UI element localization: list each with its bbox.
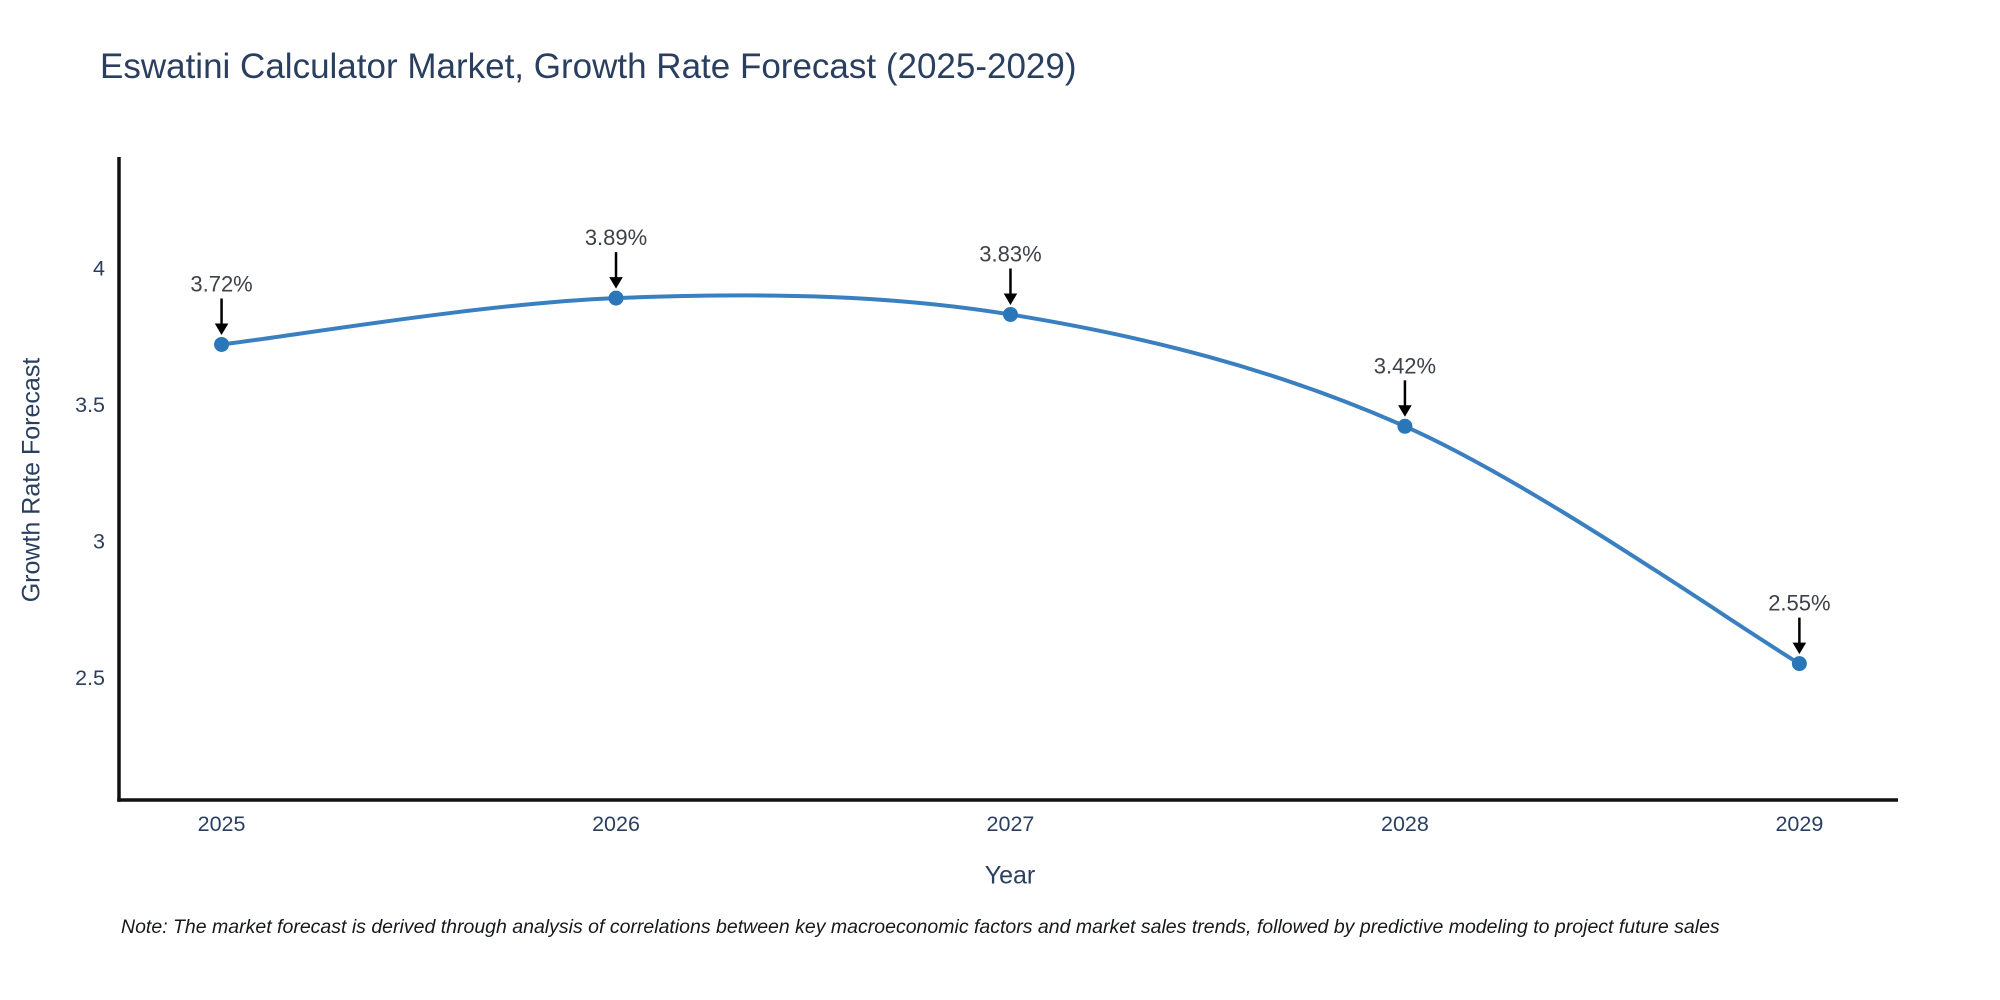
- footnote: Note: The market forecast is derived thr…: [121, 916, 1720, 938]
- annotation-arrow-head: [1003, 293, 1018, 305]
- x-axis-title: Year: [984, 861, 1036, 890]
- data-point-label: 3.89%: [585, 225, 647, 250]
- data-point-marker: [1791, 656, 1807, 672]
- data-point-label: 3.83%: [979, 241, 1041, 266]
- data-point-marker: [214, 336, 230, 352]
- x-tick-label: 2028: [1381, 812, 1429, 836]
- x-tick-label: 2029: [1775, 812, 1823, 836]
- data-point-marker: [1397, 418, 1413, 434]
- data-point-marker: [1002, 306, 1018, 322]
- forecast-line: [219, 293, 1802, 666]
- chart-title: Eswatini Calculator Market, Growth Rate …: [100, 47, 1077, 86]
- x-tick-label: 2025: [198, 812, 246, 836]
- y-tick-label: 3.5: [75, 393, 105, 417]
- annotation-arrow-head: [214, 323, 229, 335]
- annotation-arrow-head: [1398, 405, 1412, 417]
- annotation-arrow-head: [1792, 642, 1807, 655]
- y-tick-label: 4: [93, 257, 105, 281]
- y-tick-label: 3: [93, 529, 105, 553]
- data-point-marker: [608, 290, 624, 306]
- x-tick-label: 2026: [592, 812, 640, 836]
- data-point-label: 3.42%: [1374, 353, 1436, 378]
- data-point-label: 3.72%: [190, 271, 252, 296]
- annotation-arrow-head: [609, 277, 623, 289]
- x-tick-label: 2027: [987, 812, 1035, 836]
- y-tick-label: 2.5: [75, 666, 105, 690]
- data-point-label: 2.55%: [1768, 591, 1830, 616]
